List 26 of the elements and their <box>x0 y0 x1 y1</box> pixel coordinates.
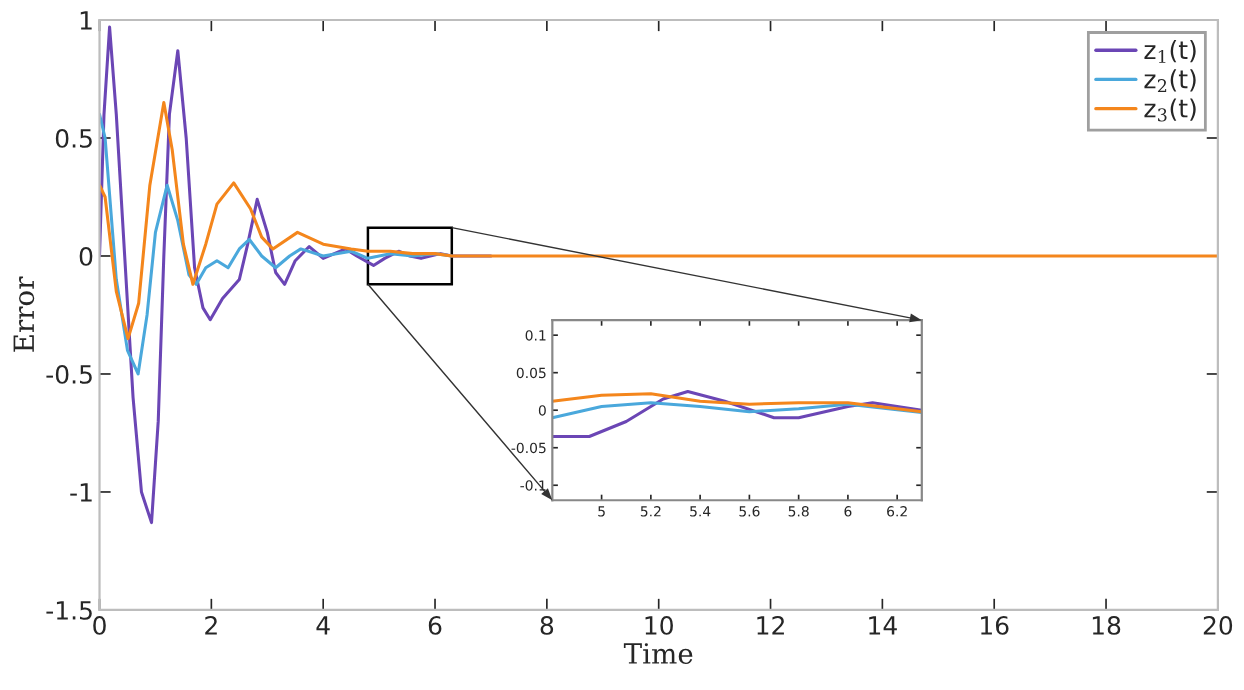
x-tick-label: 4 <box>316 616 330 635</box>
x-tick-label: 20 <box>1203 615 1233 635</box>
x-tick-label: 2 <box>205 615 217 635</box>
line-series <box>99 101 1218 341</box>
line-series <box>552 389 922 438</box>
y-tick-label: 0 <box>79 246 93 266</box>
y-tick-label: -1 <box>70 483 92 502</box>
x-tick-label: 16 <box>981 615 1009 635</box>
y-tick-label: 0.5 <box>55 128 92 148</box>
x-axis-title: Time <box>623 643 693 664</box>
legend-label: z$_{3}$(t) <box>1144 98 1196 122</box>
x-tick-label: 14 <box>869 616 897 635</box>
legend-label: z$_{2}$(t) <box>1144 69 1196 93</box>
y-tick-label: 1 <box>80 11 92 30</box>
x-tick-label: 10 <box>645 615 673 635</box>
y-tick-label: -1.5 <box>46 601 92 620</box>
x-tick-label: 12 <box>757 615 784 635</box>
legend-label: z$_{1}$(t) <box>1144 40 1196 63</box>
y-tick-label: -0.5 <box>46 364 92 384</box>
y-axis-title: Error <box>13 276 35 352</box>
line-series <box>552 401 922 420</box>
x-tick-label: 0 <box>93 615 106 635</box>
x-tick-label: 8 <box>540 615 554 635</box>
line-series <box>552 392 922 414</box>
x-tick-label: 18 <box>1092 615 1121 635</box>
x-tick-label: 6 <box>428 615 442 635</box>
